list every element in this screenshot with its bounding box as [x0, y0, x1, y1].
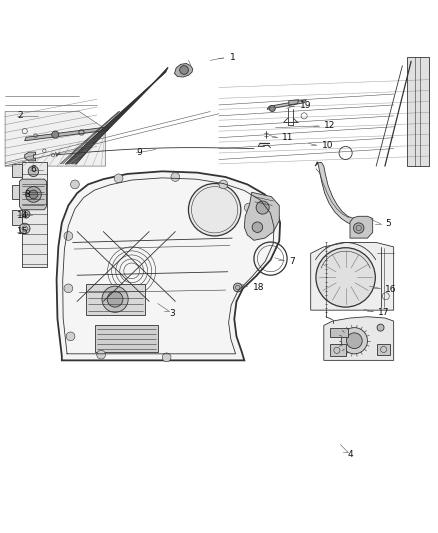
Bar [377, 344, 390, 354]
Circle shape [171, 173, 180, 181]
Polygon shape [57, 171, 280, 360]
Text: 6: 6 [30, 165, 36, 174]
Circle shape [71, 180, 79, 189]
Polygon shape [289, 100, 298, 105]
Polygon shape [311, 243, 394, 310]
Circle shape [162, 353, 171, 362]
Text: 19: 19 [300, 101, 311, 110]
Circle shape [244, 203, 253, 212]
Polygon shape [5, 111, 106, 166]
Circle shape [22, 210, 30, 218]
Circle shape [52, 131, 59, 138]
Bar [330, 328, 348, 337]
Polygon shape [267, 100, 306, 109]
Circle shape [64, 284, 73, 293]
Text: 12: 12 [324, 122, 335, 131]
Circle shape [102, 286, 128, 312]
Circle shape [29, 190, 38, 199]
Polygon shape [19, 179, 46, 210]
Text: 4: 4 [348, 450, 353, 459]
Text: 16: 16 [385, 285, 396, 294]
Circle shape [219, 180, 228, 189]
Polygon shape [324, 317, 394, 360]
Text: 1: 1 [230, 53, 236, 62]
Polygon shape [174, 63, 193, 77]
Circle shape [25, 187, 41, 203]
Circle shape [341, 328, 367, 354]
Bar [12, 164, 21, 177]
Circle shape [377, 324, 384, 331]
Text: 14: 14 [17, 211, 28, 220]
Text: 18: 18 [253, 282, 265, 292]
Circle shape [233, 283, 242, 292]
Polygon shape [407, 57, 428, 166]
Circle shape [346, 333, 362, 349]
Circle shape [252, 222, 263, 232]
Text: 9: 9 [136, 148, 142, 157]
Polygon shape [350, 216, 373, 238]
Polygon shape [21, 161, 46, 266]
Circle shape [19, 223, 30, 234]
Polygon shape [25, 152, 35, 161]
Circle shape [180, 66, 188, 75]
Text: 17: 17 [378, 308, 390, 317]
Circle shape [107, 292, 123, 307]
Polygon shape [86, 284, 145, 314]
Text: 10: 10 [321, 141, 333, 150]
Circle shape [256, 201, 269, 214]
Circle shape [97, 350, 106, 359]
Text: 15: 15 [17, 227, 29, 236]
Circle shape [28, 166, 39, 176]
Polygon shape [244, 192, 279, 240]
Circle shape [353, 223, 364, 233]
Text: 11: 11 [283, 133, 294, 142]
Circle shape [269, 106, 276, 111]
Bar [330, 344, 346, 356]
Text: 8: 8 [25, 190, 31, 199]
Circle shape [188, 183, 241, 236]
Text: 7: 7 [289, 257, 295, 266]
Text: 5: 5 [385, 219, 391, 228]
Bar [12, 185, 21, 199]
Bar [12, 210, 21, 225]
Polygon shape [95, 326, 158, 352]
Circle shape [316, 248, 375, 307]
Circle shape [114, 174, 123, 183]
Circle shape [64, 231, 73, 240]
Text: 3: 3 [169, 309, 174, 318]
Circle shape [66, 332, 75, 341]
Text: 2: 2 [17, 111, 23, 120]
Polygon shape [315, 161, 361, 225]
Polygon shape [25, 127, 109, 141]
